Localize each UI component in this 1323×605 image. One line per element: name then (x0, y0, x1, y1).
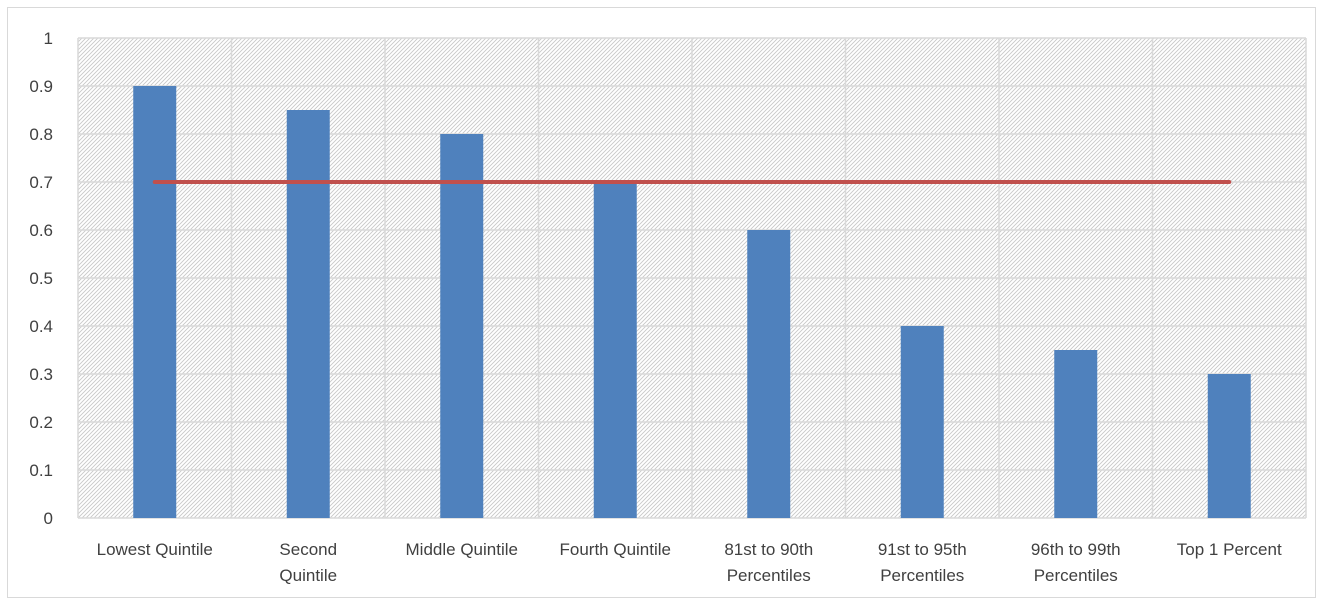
x-tick-label: 96th to 99th Percentiles (1031, 540, 1121, 585)
y-tick-label: 0.5 (29, 269, 53, 288)
y-tick-label: 0.7 (29, 173, 53, 192)
bar (1207, 374, 1251, 518)
y-tick-label: 0.1 (29, 461, 53, 480)
x-tick-label: Middle Quintile (406, 540, 518, 559)
grid (77, 37, 1307, 519)
y-tick-label: 1 (44, 29, 53, 48)
x-tick-label: Second Quintile (279, 540, 337, 585)
bar (133, 86, 177, 518)
bar (1054, 350, 1098, 518)
axes: 0 0.1 0.2 0.3 0.4 0.5 0.6 0.7 0.8 0.9 1 Lowest Quin… (29, 29, 1282, 585)
y-tick-label: 0.4 (29, 317, 53, 336)
x-tick-label: 91st to 95th Percentiles (878, 540, 967, 585)
y-tick-label: 0.8 (29, 125, 53, 144)
bar (747, 230, 791, 518)
y-tick-label: 0.6 (29, 221, 53, 240)
x-tick-label: Fourth Quintile (560, 540, 672, 559)
y-tick-label: 0.9 (29, 77, 53, 96)
bar (593, 182, 637, 518)
y-tick-label: 0.2 (29, 413, 53, 432)
bar (440, 134, 484, 518)
x-tick-label: Lowest Quintile (97, 540, 213, 559)
x-tick-label: 81st to 90th Percentiles (724, 540, 813, 585)
bar (286, 110, 330, 518)
bar-series (133, 86, 1251, 518)
x-tick-label: Top 1 Percent (1177, 540, 1282, 559)
bar (900, 326, 944, 518)
y-tick-label: 0.3 (29, 365, 53, 384)
y-tick-label: 0 (44, 509, 53, 528)
